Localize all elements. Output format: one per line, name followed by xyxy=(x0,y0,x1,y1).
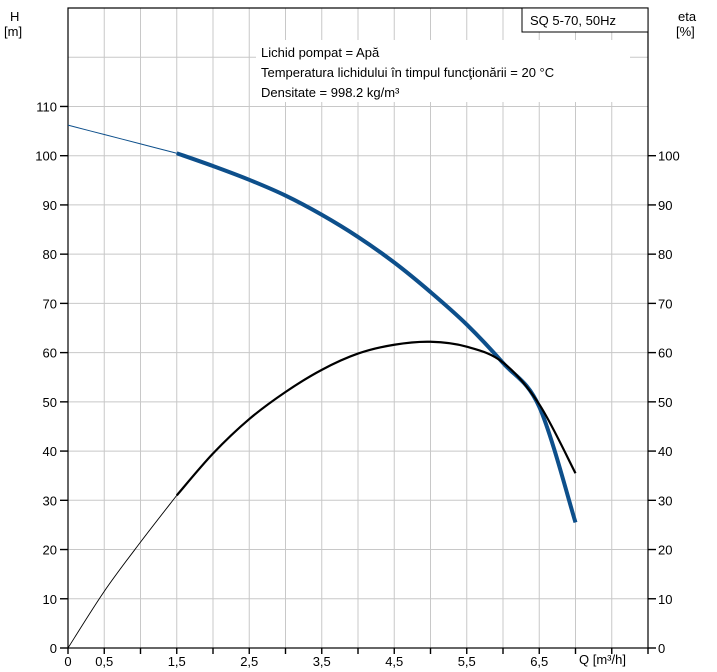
y-right-tick-label: 100 xyxy=(658,149,680,164)
x-tick-label: 4,5 xyxy=(385,654,403,669)
y-left-tick-label: 100 xyxy=(35,149,57,164)
axes: 0 10 20 30 40 50 60 70 80 90 100 110 0 10 20 30 40 50 60 70… xyxy=(35,99,679,669)
x-tick-label: 6,5 xyxy=(530,654,548,669)
x-tick-label: 1,5 xyxy=(168,654,186,669)
y-right-tick-label: 10 xyxy=(658,592,672,607)
density-annotation: Densitate = 998.2 kg/m³ xyxy=(261,85,400,100)
info-background xyxy=(256,40,630,102)
y-right-tick-label: 50 xyxy=(658,395,672,410)
y-right-tick-label: 20 xyxy=(658,543,672,558)
x-tick-label: 2,5 xyxy=(240,654,258,669)
y-right-tick-label: 30 xyxy=(658,493,672,508)
efficiency-curve-extension xyxy=(67,495,178,649)
y-right-label-symbol: eta xyxy=(678,9,697,24)
temperature-annotation: Temperatura lichidului în timpul funcţio… xyxy=(261,65,554,80)
y-right-tick-label: 70 xyxy=(658,296,672,311)
y-right-label-unit: [%] xyxy=(676,24,695,39)
y-right-tick-label: 40 xyxy=(658,444,672,459)
y-left-tick-label: 0 xyxy=(50,641,57,656)
y-right-tick-label: 80 xyxy=(658,247,672,262)
y-left-tick-label: 60 xyxy=(43,346,57,361)
y-left-tick-label: 70 xyxy=(43,296,57,311)
y-left-tick-label: 80 xyxy=(43,247,57,262)
x-tick-label: 0,5 xyxy=(95,654,113,669)
y-right-tick-label: 0 xyxy=(658,641,665,656)
title-box xyxy=(521,7,649,33)
y-left-label-unit: [m] xyxy=(4,24,22,39)
grid-lines xyxy=(68,8,648,648)
y-left-tick-label: 10 xyxy=(43,592,57,607)
head-curve-extension xyxy=(67,124,177,154)
x-tick-label: 0 xyxy=(64,654,71,669)
x-tick-label: 3,5 xyxy=(313,654,331,669)
y-left-label-symbol: H xyxy=(10,9,19,24)
x-axis-label: Q [m³/h] xyxy=(579,652,626,667)
y-left-tick-label: 110 xyxy=(36,99,57,114)
y-left-tick-label: 30 xyxy=(43,493,57,508)
chart-title: SQ 5-70, 50Hz xyxy=(530,13,616,28)
efficiency-curve xyxy=(175,340,577,497)
y-left-tick-label: 20 xyxy=(43,543,57,558)
series-layer xyxy=(67,124,578,649)
y-left-tick-label: 90 xyxy=(43,198,57,213)
y-right-tick-label: 90 xyxy=(658,198,672,213)
x-tick-label: 5,5 xyxy=(458,654,476,669)
fluid-annotation: Lichid pompat = Apă xyxy=(261,45,380,60)
y-right-tick-label: 60 xyxy=(658,346,672,361)
y-left-tick-label: 40 xyxy=(43,444,57,459)
head-curve xyxy=(176,151,578,524)
y-left-tick-label: 50 xyxy=(43,395,57,410)
